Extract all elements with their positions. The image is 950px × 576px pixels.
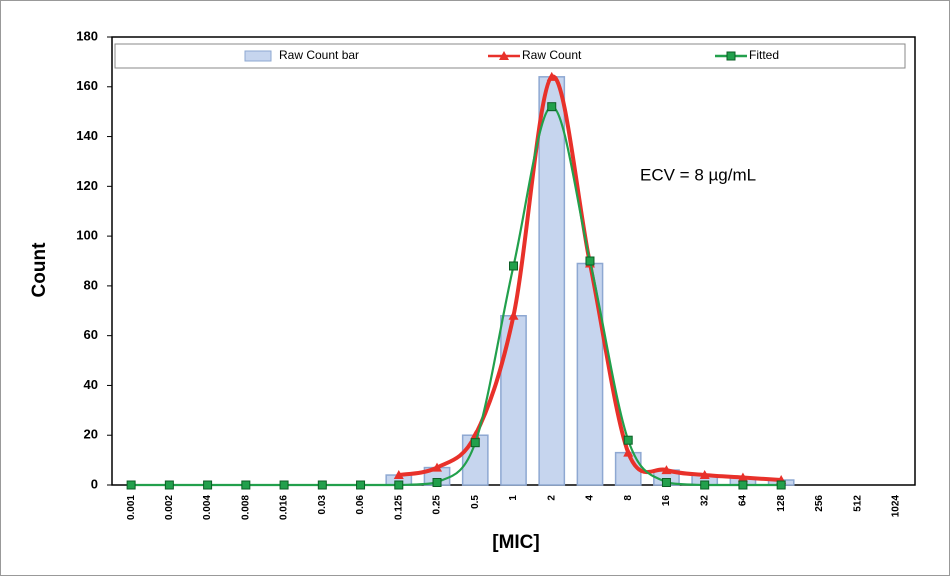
legend-marker [726,51,736,61]
x-tick-label: 0.002 [164,495,175,520]
point [623,435,633,445]
y-axis-title: Count [29,242,50,298]
x-tick-label: 32 [699,495,710,507]
legend-swatch [244,50,272,62]
legend-label: Raw Count [522,48,582,62]
point [164,480,174,490]
x-tick-label: 0.5 [470,495,481,509]
point [585,256,595,266]
bar [538,76,566,486]
x-tick-label: 0.004 [202,495,213,520]
point [700,480,710,490]
x-tick-label: 512 [852,495,863,512]
point [509,261,518,271]
bar [576,262,604,486]
y-tick-label: 0 [91,476,98,491]
x-tick-label: 0.001 [126,495,137,520]
point [126,480,136,490]
legend-label: Fitted [749,48,779,62]
point [317,480,327,490]
y-tick-label: 20 [84,427,98,442]
x-tick-label: 0.03 [317,495,328,515]
point [508,310,519,320]
y-tick-label: 140 [76,128,98,143]
point [356,480,366,490]
x-tick-label: 0.06 [355,495,366,515]
x-tick-label: 128 [776,495,787,512]
y-tick-label: 40 [84,377,98,392]
x-tick-label: 0.125 [393,495,404,520]
x-tick-label: 1 [508,495,519,501]
x-tick-label: 2 [546,495,557,501]
x-tick-label: 8 [623,495,634,501]
y-tick-label: 180 [76,28,98,43]
x-tick-label: 0.25 [432,495,443,515]
line [131,105,782,487]
x-axis-title: [MIC] [492,532,539,553]
point [394,480,404,490]
y-tick-label: 120 [76,178,98,193]
point [738,480,748,490]
point [661,478,671,488]
x-tick-label: 256 [814,495,825,512]
point [432,478,442,488]
x-tick-label: 64 [738,495,749,507]
annotation: ECV = 8 µg/mL [640,165,756,184]
x-tick-label: 0.016 [279,495,290,520]
y-tick-label: 160 [76,78,98,93]
point [699,470,710,480]
point [432,462,443,472]
point [623,447,634,457]
point [279,480,289,490]
point [241,480,251,490]
point [776,480,786,490]
bar [500,315,527,486]
point [737,472,748,482]
point [661,465,672,475]
y-tick-label: 60 [84,327,98,342]
x-tick-label: 0.008 [240,495,251,520]
legend-marker [499,51,509,60]
x-tick-label: 16 [661,495,672,507]
y-tick-label: 80 [84,277,98,292]
point [470,438,480,448]
x-tick-label: 4 [585,495,596,501]
legend-label: Raw Count bar [279,48,359,62]
x-tick-label: 1024 [891,495,902,518]
point [203,480,213,490]
point [393,470,404,480]
point [546,71,557,81]
y-tick-label: 100 [76,228,98,243]
point [547,102,557,112]
